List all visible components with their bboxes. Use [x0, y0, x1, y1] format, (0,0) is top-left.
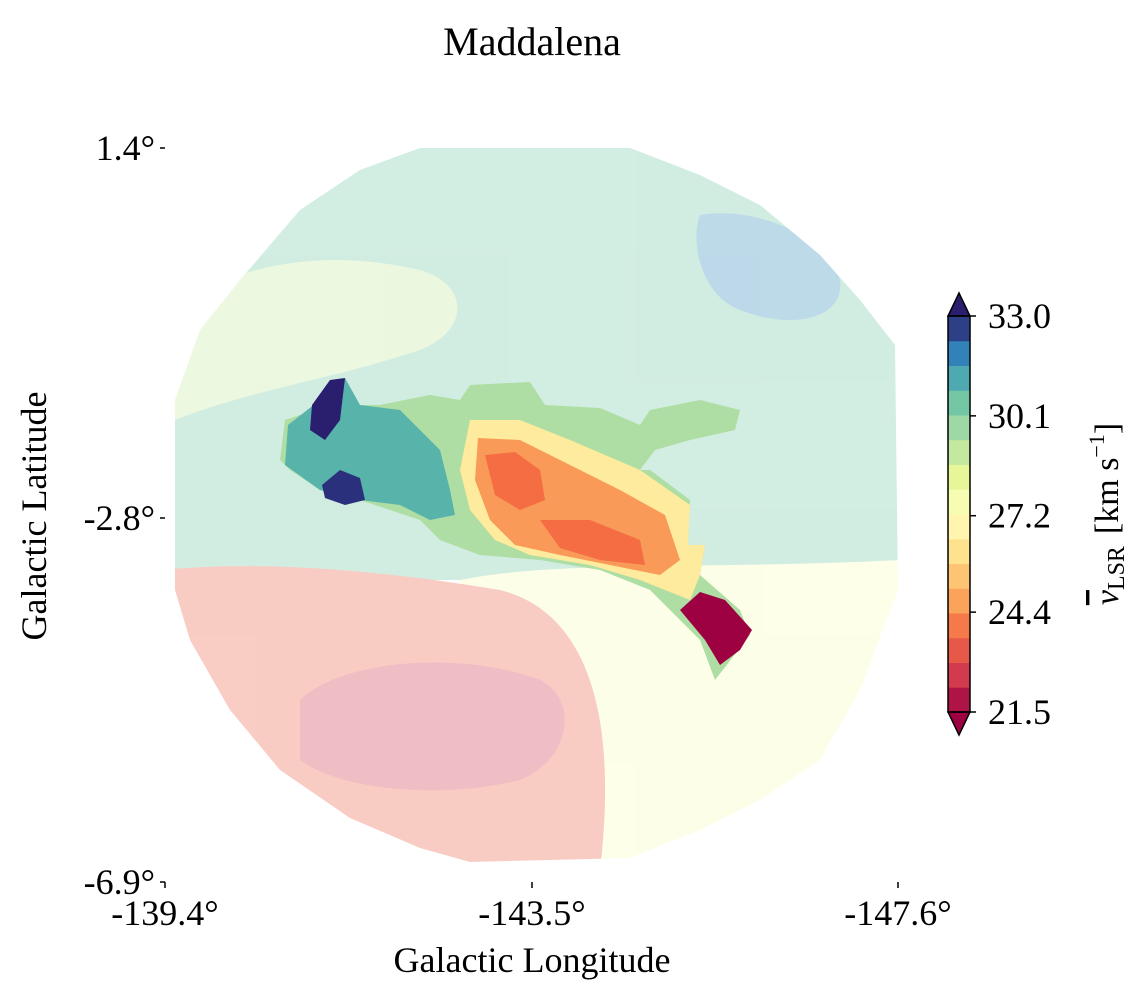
colorbar-band [948, 365, 970, 391]
colorbar-band [948, 316, 970, 342]
colorbar-band [948, 464, 970, 490]
colorbar: 21.5 24.4 27.2 30.1 33.0 vLSR [km s−1] [946, 291, 1130, 737]
region-left-middle-band [175, 260, 458, 420]
molecular-cloud [280, 378, 752, 680]
x-tick-label-0: -139.4° [111, 893, 218, 933]
y-tick-label-0: 1.4° [96, 128, 155, 168]
colorbar-band [948, 489, 970, 515]
region-cloud-dark-core-lower [322, 470, 365, 505]
colorbar-band [948, 439, 970, 465]
chart-title: Maddalena [443, 19, 621, 64]
colorbar-band [948, 637, 970, 663]
region-lower-left-core [300, 662, 565, 791]
background-field [175, 148, 898, 862]
colorbar-label-exp: −1 [1084, 434, 1109, 457]
region-cloud-dark-core-upper [310, 378, 345, 440]
region-cloud-red-tail [680, 592, 752, 665]
x-axis-label: Galactic Longitude [394, 940, 671, 980]
colorbar-tick-label-2: 27.2 [988, 496, 1051, 536]
x-axis: -139.4° -143.5° -147.6° Galactic Longitu… [111, 882, 952, 980]
colorbar-label-main: v [1089, 589, 1126, 605]
colorbar-tick-label-1: 24.4 [988, 592, 1051, 632]
colorbar-label-units: [km s [1089, 458, 1126, 535]
colorbar-tick-label-0: 21.5 [988, 692, 1051, 732]
colorbar-band [948, 340, 970, 366]
colorbar-band [948, 538, 970, 564]
colorbar-band [948, 390, 970, 416]
colorbar-band [948, 687, 970, 713]
x-tick-label-2: -147.6° [844, 893, 951, 933]
colorbar-label-close: ] [1089, 423, 1126, 434]
colorbar-frame [947, 315, 971, 713]
colorbar-label: vLSR [km s−1] [1084, 423, 1130, 605]
region-cloud-orange-core [485, 452, 645, 565]
colorbar-band [948, 415, 970, 441]
y-tick-label-1: -2.8° [84, 498, 155, 538]
y-axis-label: Galactic Latitude [14, 392, 54, 641]
colorbar-band [948, 563, 970, 589]
colorbar-tick-label-3: 30.1 [988, 396, 1051, 436]
y-axis: 1.4° -2.8° -6.9° Galactic Latitude [14, 128, 165, 902]
colorbar-tick-label-4: 33.0 [988, 296, 1051, 336]
colorbar-extend-min [946, 711, 972, 737]
colorbar-bands [948, 316, 970, 713]
y-tick-label-2: -6.9° [84, 862, 155, 902]
colorbar-ticks: 21.5 24.4 27.2 30.1 33.0 [970, 296, 1051, 732]
colorbar-label-sub: LSR [1104, 546, 1130, 590]
colorbar-band [948, 514, 970, 540]
colorbar-extend-max [946, 291, 972, 317]
colorbar-band [948, 662, 970, 688]
colorbar-band [948, 613, 970, 639]
x-tick-label-1: -143.5° [478, 893, 585, 933]
map-area [175, 148, 898, 862]
colorbar-band [948, 588, 970, 614]
